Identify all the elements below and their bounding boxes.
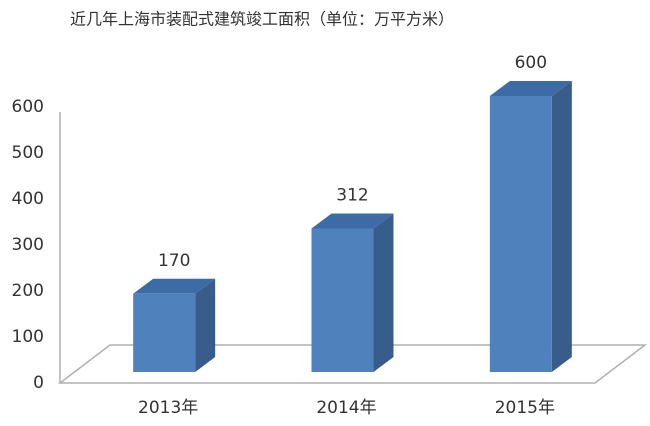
bar xyxy=(311,228,374,372)
value-label: 312 xyxy=(336,185,368,205)
x-tick-label: 2013年 xyxy=(138,398,198,418)
y-tick-label: 200 xyxy=(12,281,44,301)
y-tick-label: 500 xyxy=(12,143,44,163)
bar-side xyxy=(551,81,572,372)
bar xyxy=(489,96,552,372)
value-label: 170 xyxy=(158,251,190,271)
y-tick-label: 400 xyxy=(12,189,44,209)
x-tick-label: 2015年 xyxy=(495,398,555,418)
chart-title: 近几年上海市装配式建筑竣工面积（单位：万平方米） xyxy=(70,10,454,29)
bar-side xyxy=(373,213,394,372)
bar-top xyxy=(311,213,394,229)
y-tick-label: 0 xyxy=(33,373,44,393)
y-tick-label: 600 xyxy=(12,97,44,117)
y-tick-label: 100 xyxy=(12,327,44,347)
bar xyxy=(133,293,196,372)
y-tick-label: 300 xyxy=(12,235,44,255)
value-label: 600 xyxy=(515,53,547,73)
x-tick-label: 2014年 xyxy=(316,398,376,418)
bar-top xyxy=(133,278,216,294)
bar-side xyxy=(195,278,216,372)
bar-top xyxy=(489,81,572,96)
